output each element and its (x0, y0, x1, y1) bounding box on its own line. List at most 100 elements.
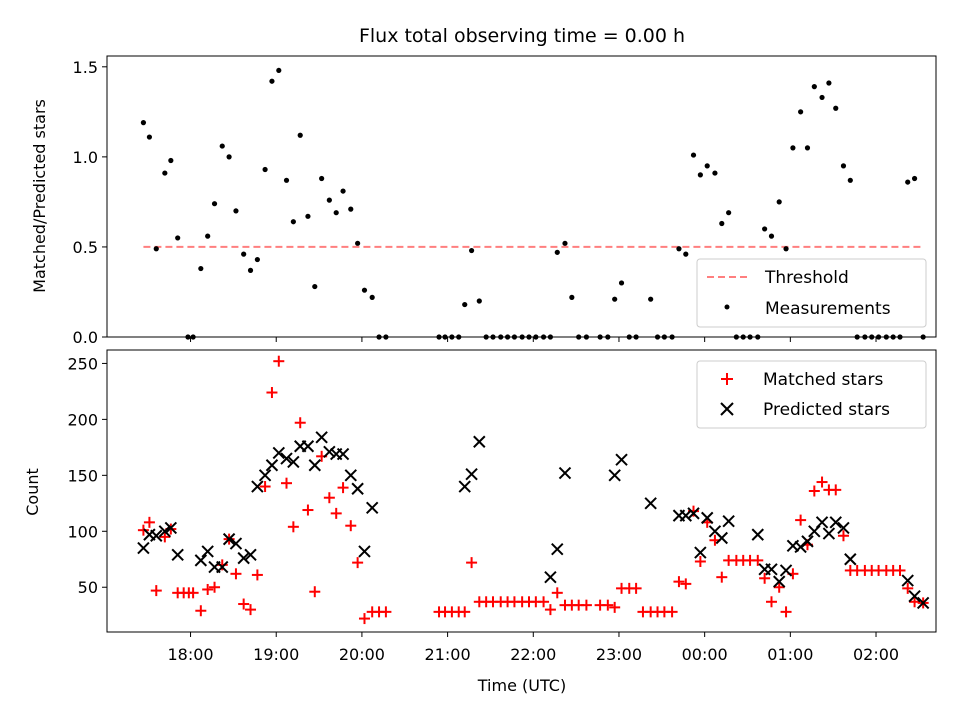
matched-star-point (602, 599, 614, 611)
matched-star-point (150, 585, 162, 597)
predicted-star-point (158, 525, 172, 538)
measurement-point (783, 246, 789, 252)
matched-star-point (287, 521, 299, 533)
measurement-point (175, 235, 181, 241)
measurement-point (704, 163, 710, 169)
y-tick-label: 1.0 (73, 148, 98, 167)
matched-star-point (323, 492, 335, 504)
count-legend: Matched stars Predicted stars (696, 360, 927, 429)
predicted-star-point (164, 521, 178, 535)
predicted-star-point (751, 528, 764, 541)
predicted-star-point (287, 455, 300, 469)
matched-star-point (808, 485, 820, 497)
measurement-point (819, 94, 825, 101)
predicted-star-point (473, 435, 486, 448)
ratio-axes-frame (106, 55, 937, 338)
predicted-star-point (615, 453, 628, 466)
matched-star-point (716, 571, 728, 583)
measurement-point (697, 172, 703, 178)
matched-star-point (909, 596, 921, 608)
matched-star-point (780, 606, 792, 618)
measurement-point (726, 210, 732, 216)
measurement-point (219, 143, 225, 149)
measurement-point (847, 177, 853, 183)
predicted-star-point (137, 541, 150, 555)
predicted-star-point (687, 507, 700, 520)
legend-predicted-swatch (720, 402, 734, 416)
predicted-star-point (722, 515, 735, 528)
matched-star-point (773, 581, 785, 593)
predicted-star-point (344, 469, 357, 482)
y-tick-label: 250 (67, 354, 98, 373)
count-axes-frame (106, 349, 937, 633)
predicted-star-point (822, 527, 836, 540)
measurement-point (319, 175, 325, 182)
predicted-star-point (679, 509, 693, 522)
measurement-point (712, 170, 718, 176)
measurement-point (554, 249, 560, 255)
matched-star-point (680, 578, 692, 590)
predicted-star-point (779, 564, 793, 577)
matched-star-point (795, 514, 807, 526)
matched-star-point (159, 531, 171, 543)
matched-star-point (380, 606, 392, 618)
matched-star-point (352, 557, 364, 569)
measurement-point (283, 177, 290, 183)
count-y-axis-label: Count (23, 468, 42, 516)
measurement-point (618, 280, 625, 286)
measurement-point (762, 226, 768, 232)
measurement-point (648, 296, 654, 302)
measurement-point (462, 301, 468, 308)
predicted-star-point (358, 545, 371, 558)
matched-star-point (330, 507, 342, 519)
predicted-star-point (765, 563, 778, 576)
x-axis-label: Time (UTC) (477, 676, 566, 695)
legend-predicted-label: Predicted stars (763, 400, 890, 420)
predicted-star-point (544, 570, 557, 584)
measurement-point (468, 247, 475, 254)
y-tick-label: 200 (67, 410, 98, 429)
measurement-point (198, 265, 204, 272)
measurement-point (254, 256, 260, 263)
matched-star-point (630, 582, 642, 594)
x-tick-label: 23:00 (596, 645, 642, 664)
measurement-point (562, 240, 568, 246)
ratio-legend-box (696, 258, 927, 328)
ratio-x-ticks (190, 337, 877, 342)
matched-star-point (551, 587, 563, 599)
y-tick-label: 100 (67, 522, 98, 541)
x-tick-label: 00:00 (682, 645, 728, 664)
count-x-ticks: 18:00 19:00 20:00 21:00 22:00 23:00 00:00 01:00… (167, 632, 899, 664)
matched-star-point (302, 504, 314, 516)
predicted-star-point (837, 521, 850, 535)
predicted-star-point (251, 480, 264, 493)
measurement-point (269, 78, 275, 84)
matched-star-point (259, 481, 271, 493)
x-tick-label: 18:00 (167, 645, 213, 664)
measurement-point (233, 208, 239, 214)
measurement-point (768, 233, 775, 239)
predicted-star-point (258, 469, 272, 482)
matched-star-point (580, 599, 592, 611)
measurement-point (355, 240, 361, 246)
predicted-star-point (216, 560, 229, 574)
matched-star-point (187, 587, 199, 599)
matched-star-point (538, 596, 550, 608)
predicted-star-point (772, 575, 786, 588)
measurement-point (798, 109, 804, 115)
y-tick-label: 150 (67, 466, 98, 485)
figure-title: Flux total observing time = 0.00 h (359, 25, 685, 47)
predicted-star-point (237, 551, 250, 565)
predicted-star-point (336, 447, 350, 461)
predicted-star-point (365, 501, 379, 514)
measurement-point (911, 175, 918, 182)
measurement-point (140, 120, 147, 126)
x-tick-label: 02:00 (853, 645, 899, 664)
measurement-point (326, 197, 332, 203)
count-marks (137, 355, 930, 625)
measurement-point (361, 287, 368, 293)
measurement-point (348, 206, 354, 212)
measurement-point (905, 179, 911, 185)
matched-star-point (216, 559, 228, 571)
